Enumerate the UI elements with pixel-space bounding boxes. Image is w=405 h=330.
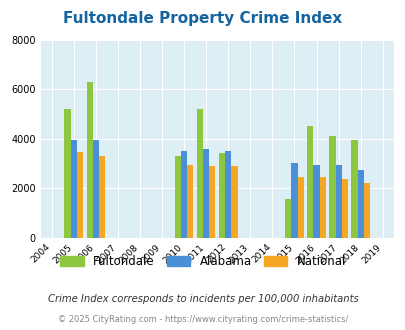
Bar bbox=[181, 151, 187, 238]
Legend: Fultondale, Alabama, National: Fultondale, Alabama, National bbox=[55, 250, 350, 273]
Bar bbox=[92, 140, 99, 238]
Bar bbox=[291, 163, 297, 238]
Bar bbox=[218, 153, 225, 238]
Bar bbox=[86, 82, 92, 238]
Bar bbox=[319, 177, 325, 238]
Text: Fultondale Property Crime Index: Fultondale Property Crime Index bbox=[63, 12, 342, 26]
Bar bbox=[357, 170, 363, 238]
Bar bbox=[351, 140, 357, 238]
Bar bbox=[284, 199, 291, 238]
Bar bbox=[77, 152, 83, 238]
Bar bbox=[64, 109, 70, 238]
Bar bbox=[363, 183, 369, 238]
Bar bbox=[196, 109, 202, 238]
Text: Crime Index corresponds to incidents per 100,000 inhabitants: Crime Index corresponds to incidents per… bbox=[47, 294, 358, 304]
Bar bbox=[225, 151, 231, 238]
Bar bbox=[335, 165, 341, 238]
Bar bbox=[187, 165, 193, 238]
Text: © 2025 CityRating.com - https://www.cityrating.com/crime-statistics/: © 2025 CityRating.com - https://www.city… bbox=[58, 315, 347, 324]
Bar bbox=[297, 177, 303, 238]
Bar bbox=[313, 165, 319, 238]
Bar bbox=[307, 126, 313, 238]
Bar bbox=[209, 166, 215, 238]
Bar bbox=[99, 156, 105, 238]
Bar bbox=[328, 136, 335, 238]
Bar bbox=[202, 148, 209, 238]
Bar bbox=[231, 166, 237, 238]
Bar bbox=[175, 156, 181, 238]
Bar bbox=[341, 180, 347, 238]
Bar bbox=[70, 140, 77, 238]
